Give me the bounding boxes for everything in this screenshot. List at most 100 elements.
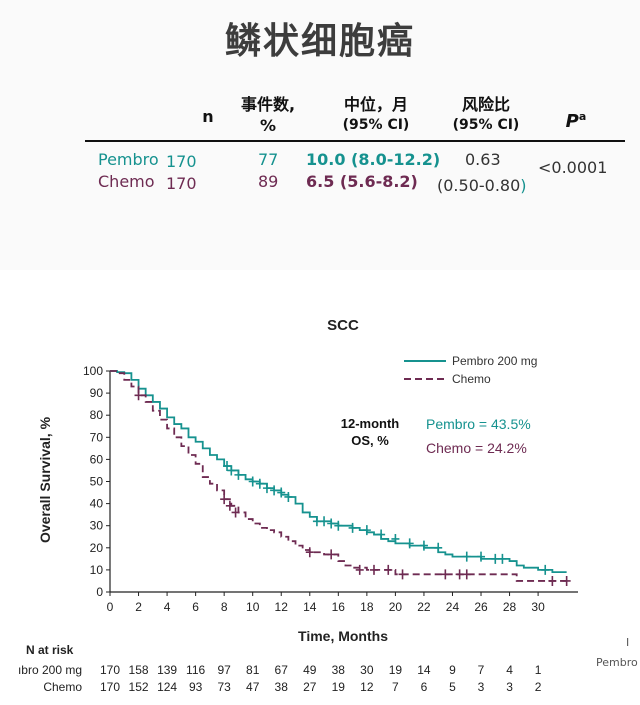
censor-mark-chemo-13 bbox=[548, 575, 557, 586]
at-risk-table: N at risk ıbro 200 mg Chemo 170 158 139 116… bbox=[18, 643, 542, 694]
at-risk-chemo-14: 27 bbox=[303, 680, 317, 694]
at-risk-chemo-8: 73 bbox=[217, 680, 231, 694]
censor-mark-pembro-13 bbox=[348, 522, 357, 533]
censor-mark-chemo-7 bbox=[369, 564, 378, 575]
at-risk-chemo-18: 12 bbox=[360, 680, 374, 694]
at-risk-chemo-6: 93 bbox=[189, 680, 203, 694]
censor-mark-pembro-23 bbox=[498, 553, 507, 564]
header-hr-line1: 风险比 bbox=[461, 95, 510, 114]
header-rule bbox=[85, 140, 625, 142]
censor-mark-chemo-8 bbox=[384, 564, 393, 575]
legend: Pembro 200 mg Chemo bbox=[404, 354, 537, 386]
censor-mark-chemo-14 bbox=[562, 575, 571, 586]
at-risk-pembro-28: 4 bbox=[506, 663, 513, 677]
x-tick-label-12: 12 bbox=[275, 600, 289, 614]
os-annotation: 12-month OS, % Pembro = 43.5% Chemo = 24… bbox=[341, 416, 531, 456]
censor-mark-pembro-20 bbox=[462, 551, 471, 562]
header-events-line2: % bbox=[259, 116, 277, 135]
at-risk-pembro-18: 30 bbox=[360, 663, 374, 677]
page-title: 鳞状细胞癌 bbox=[224, 21, 415, 62]
censor-mark-pembro-22 bbox=[491, 553, 500, 564]
censor-mark-pembro-0 bbox=[223, 461, 232, 472]
header-events-line1: 事件数, bbox=[240, 95, 296, 114]
x-tick-label-26: 26 bbox=[474, 600, 488, 614]
annotation-label-line1: 12-month bbox=[341, 416, 400, 431]
x-tick-label-4: 4 bbox=[164, 600, 171, 614]
y-tick-label-0: 0 bbox=[96, 585, 103, 599]
censor-mark-pembro-18 bbox=[419, 540, 428, 551]
censor-mark-pembro-9 bbox=[312, 516, 321, 527]
censor-mark-chemo-1 bbox=[220, 494, 229, 505]
header-median-line1: 中位，月 bbox=[343, 95, 408, 114]
row-pembro-hr: 0.63 bbox=[465, 150, 501, 169]
censor-mark-chemo-3 bbox=[231, 507, 240, 518]
x-tick-label-2: 2 bbox=[135, 600, 142, 614]
y-axis-label: Overall Survival, % bbox=[37, 416, 53, 543]
header-hr: 风险比 (95% CI) bbox=[436, 94, 536, 136]
at-risk-chemo-28: 3 bbox=[506, 680, 513, 694]
annotation-pembro: Pembro = 43.5% bbox=[426, 416, 531, 432]
at-risk-chemo-4: 124 bbox=[157, 680, 177, 694]
y-tick-label-10: 10 bbox=[90, 563, 104, 577]
km-curve-chemo bbox=[110, 370, 567, 582]
at-risk-pembro-10: 81 bbox=[246, 663, 260, 677]
row-chemo-median: 6.5 (5.6-8.2) bbox=[306, 172, 418, 191]
at-risk-pembro-0: 170 bbox=[100, 663, 120, 677]
at-risk-chemo-20: 7 bbox=[392, 680, 399, 694]
at-risk-row-label-chemo: Chemo bbox=[43, 680, 82, 694]
row-chemo-n: 170 bbox=[166, 174, 197, 193]
censor-mark-pembro-11 bbox=[327, 518, 336, 529]
at-risk-pembro-24: 9 bbox=[449, 663, 456, 677]
censor-mark-pembro-19 bbox=[434, 542, 443, 553]
hr-ci: (0.50-0.80) bbox=[437, 176, 527, 195]
censor-mark-chemo-0 bbox=[134, 390, 143, 401]
stray-right-mark: I bbox=[626, 636, 630, 649]
censor-mark-chemo-4 bbox=[305, 547, 314, 558]
km-curve-pembro bbox=[110, 370, 567, 574]
y-tick-label-20: 20 bbox=[90, 541, 104, 555]
censor-mark-pembro-4 bbox=[255, 478, 264, 489]
x-tick-label-24: 24 bbox=[446, 600, 460, 614]
row-pembro-median: 10.0 (8.0-12.2) bbox=[306, 150, 441, 169]
x-tick-label-16: 16 bbox=[332, 600, 346, 614]
hr-ci-open: (0.50-0.80 bbox=[437, 176, 521, 195]
header-p-sup: a bbox=[578, 110, 587, 123]
at-risk-chemo-2: 152 bbox=[129, 680, 149, 694]
censor-mark-pembro-21 bbox=[477, 551, 486, 562]
at-risk-pembro-20: 19 bbox=[389, 663, 403, 677]
y-tick-label-100: 100 bbox=[83, 364, 103, 378]
row-pembro-events: 77 bbox=[258, 150, 279, 169]
censor-mark-pembro-8 bbox=[284, 491, 293, 502]
header-hr-line2: (95% CI) bbox=[452, 117, 520, 133]
at-risk-title: N at risk bbox=[26, 643, 74, 657]
censor-mark-chemo-2 bbox=[225, 500, 234, 511]
legend-label-chemo: Chemo bbox=[452, 372, 491, 386]
censor-mark-chemo-6 bbox=[355, 564, 364, 575]
row-pembro-arm: Pembro bbox=[98, 150, 159, 169]
censor-mark-pembro-5 bbox=[262, 483, 271, 494]
annotation-chemo: Chemo = 24.2% bbox=[426, 440, 527, 456]
at-risk-row-label-pembro: ıbro 200 mg bbox=[18, 663, 82, 677]
at-risk-chemo-10: 47 bbox=[246, 680, 260, 694]
x-tick-label-30: 30 bbox=[531, 600, 545, 614]
x-tick-label-6: 6 bbox=[192, 600, 199, 614]
censor-mark-chemo-9 bbox=[398, 569, 407, 580]
row-chemo-arm: Chemo bbox=[98, 172, 155, 191]
km-chart-panel: SCC Overall Survival, % Time, Months 0 10… bbox=[0, 290, 640, 705]
censor-mark-chemo-11 bbox=[455, 569, 464, 580]
censor-mark-pembro-1 bbox=[227, 465, 236, 476]
censor-mark-pembro-15 bbox=[377, 529, 386, 540]
x-tick-label-20: 20 bbox=[389, 600, 403, 614]
x-tick-label-8: 8 bbox=[221, 600, 228, 614]
at-risk-chemo-12: 38 bbox=[275, 680, 289, 694]
censor-mark-pembro-10 bbox=[320, 516, 329, 527]
censor-mark-pembro-3 bbox=[248, 476, 257, 487]
at-risk-pembro-8: 97 bbox=[217, 663, 231, 677]
censor-mark-pembro-2 bbox=[234, 469, 243, 480]
censor-mark-chemo-10 bbox=[441, 569, 450, 580]
hr-ci-close: ) bbox=[520, 176, 527, 195]
censor-mark-pembro-14 bbox=[362, 525, 371, 536]
chart-title: SCC bbox=[327, 317, 359, 334]
at-risk-pembro-30: 1 bbox=[535, 663, 542, 677]
km-chart: SCC Overall Survival, % Time, Months 010… bbox=[18, 317, 578, 694]
